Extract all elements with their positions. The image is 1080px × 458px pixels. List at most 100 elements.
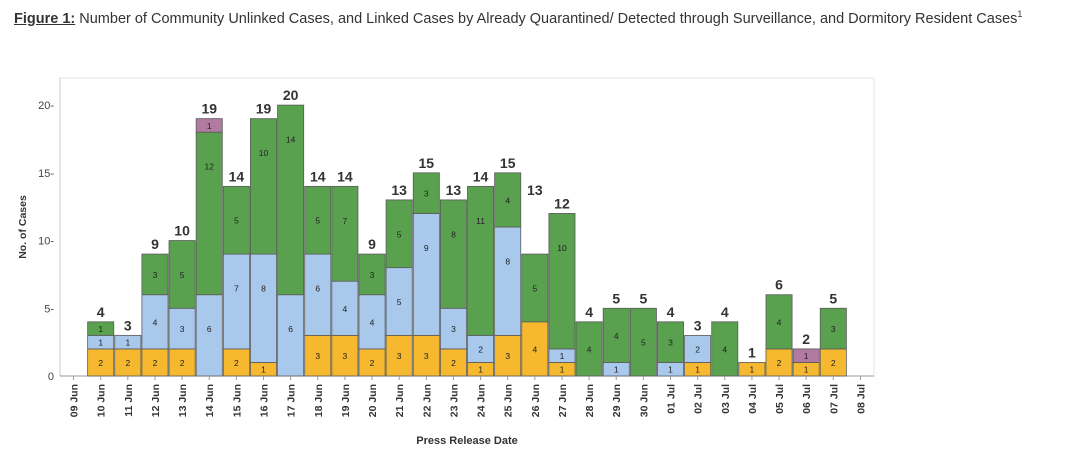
x-tick-label: 17 Jun <box>286 384 298 417</box>
segment-value-label: 3 <box>343 351 348 361</box>
bar-segment <box>412 213 440 336</box>
x-tick-label: 07 Jul <box>828 384 840 414</box>
segment-value-label: 3 <box>424 351 429 361</box>
bar-total-label: 9 <box>151 236 159 252</box>
segment-value-label: 5 <box>180 270 185 280</box>
bar-total-label: 14 <box>310 168 326 184</box>
bar-segment <box>168 348 196 377</box>
bar-total-label: 15 <box>500 155 516 171</box>
segment-value-label: 5 <box>532 283 537 293</box>
x-tick-label: 25 Jun <box>503 384 515 417</box>
bar-segment <box>358 348 386 377</box>
bar-segment <box>141 253 169 296</box>
segment-value-label: 3 <box>831 324 836 334</box>
bar-segment <box>602 307 630 363</box>
x-tick-label: 11 Jun <box>123 384 135 417</box>
segment-value-label: 5 <box>234 216 239 226</box>
bar-segment <box>494 226 522 336</box>
bar-segment <box>195 294 223 377</box>
segment-value-label: 5 <box>397 229 402 239</box>
bar-total-label: 14 <box>473 168 489 184</box>
segment-value-label: 1 <box>478 365 483 375</box>
bar-total-label: 9 <box>368 236 376 252</box>
segment-value-label: 2 <box>777 358 782 368</box>
bar-total-label: 4 <box>667 304 675 320</box>
x-tick-label: 24 Jun <box>476 384 488 417</box>
x-tick-label: 09 Jun <box>69 384 81 417</box>
y-tick-label: 5- <box>44 303 54 315</box>
segment-value-label: 3 <box>370 270 375 280</box>
y-tick-label: 10- <box>38 236 54 248</box>
bar-segment <box>114 334 142 350</box>
segment-value-label: 4 <box>153 317 158 327</box>
bar-total-label: 19 <box>256 101 272 117</box>
x-tick-label: 14 Jun <box>204 384 216 417</box>
figure-label: Figure 1: <box>14 11 76 27</box>
bar-total-label: 13 <box>527 182 543 198</box>
segment-value-label: 6 <box>207 324 212 334</box>
segment-value-label: 3 <box>180 324 185 334</box>
x-tick-label: 28 Jun <box>584 384 596 417</box>
x-axis-title: Press Release Date <box>416 435 518 447</box>
x-tick-label: 22 Jun <box>421 384 433 417</box>
bar-segment <box>819 307 847 350</box>
segment-value-label: 1 <box>804 351 809 361</box>
bar-total-label: 14 <box>229 168 245 184</box>
segment-value-label: 4 <box>505 195 510 205</box>
bar-total-label: 1 <box>748 344 756 360</box>
bar-total-label: 4 <box>721 304 729 320</box>
x-tick-label: 13 Jun <box>177 384 189 417</box>
bar-segment <box>439 307 467 350</box>
bar-total-label: 3 <box>694 317 702 333</box>
segment-value-label: 2 <box>451 358 456 368</box>
bar-segment <box>792 348 820 363</box>
bar-segment <box>575 321 603 377</box>
segment-value-label: 1 <box>98 324 103 334</box>
x-tick-label: 30 Jun <box>638 384 650 417</box>
x-tick-label: 03 Jul <box>720 384 732 414</box>
bar-total-label: 4 <box>585 304 593 320</box>
bar-segment <box>467 334 495 363</box>
x-tick-label: 08 Jul <box>855 384 867 414</box>
segment-value-label: 2 <box>125 358 130 368</box>
segment-value-label: 7 <box>234 284 239 294</box>
bar-segment <box>494 172 522 228</box>
bar-total-label: 15 <box>419 155 435 171</box>
bar-segment <box>521 321 549 377</box>
segment-value-label: 4 <box>343 304 348 314</box>
segment-value-label: 12 <box>204 162 214 172</box>
segment-value-label: 3 <box>424 189 429 199</box>
footnote-marker: 1 <box>1017 9 1023 20</box>
bar-segment <box>684 334 712 363</box>
bar-segment <box>765 294 793 350</box>
bar-total-label: 10 <box>174 223 190 239</box>
bar-segment <box>439 199 467 309</box>
bar-segment <box>385 267 413 336</box>
segment-value-label: 1 <box>98 338 103 348</box>
bar-segment <box>168 307 196 350</box>
bar-total-label: 5 <box>612 290 620 306</box>
segment-value-label: 8 <box>451 229 456 239</box>
bar-total-label: 2 <box>802 331 810 347</box>
bar-segment <box>467 185 495 336</box>
segment-value-label: 1 <box>668 365 673 375</box>
x-tick-label: 10 Jun <box>96 384 108 417</box>
bar-total-label: 3 <box>124 317 132 333</box>
segment-value-label: 8 <box>505 257 510 267</box>
x-tick-label: 21 Jun <box>394 384 406 417</box>
segment-value-label: 1 <box>804 365 809 375</box>
bar-total-label: 5 <box>829 290 837 306</box>
segment-value-label: 5 <box>397 297 402 307</box>
segment-value-label: 1 <box>560 365 565 375</box>
segment-value-label: 2 <box>98 358 103 368</box>
segment-value-label: 8 <box>261 284 266 294</box>
x-tick-label: 04 Jul <box>747 384 759 414</box>
x-tick-label: 02 Jul <box>693 384 705 414</box>
chart-container: 0 5- 10- 15- 20- No. of Cases 09 Jun 2 1 1 4 10 Jun… <box>0 70 1080 453</box>
bar-segment <box>222 253 250 350</box>
segment-value-label: 3 <box>451 324 456 334</box>
segment-value-label: 2 <box>831 358 836 368</box>
x-tick-label: 19 Jun <box>340 384 352 417</box>
y-axis-title: No. of Cases <box>17 195 29 259</box>
x-tick-label: 18 Jun <box>313 384 325 417</box>
